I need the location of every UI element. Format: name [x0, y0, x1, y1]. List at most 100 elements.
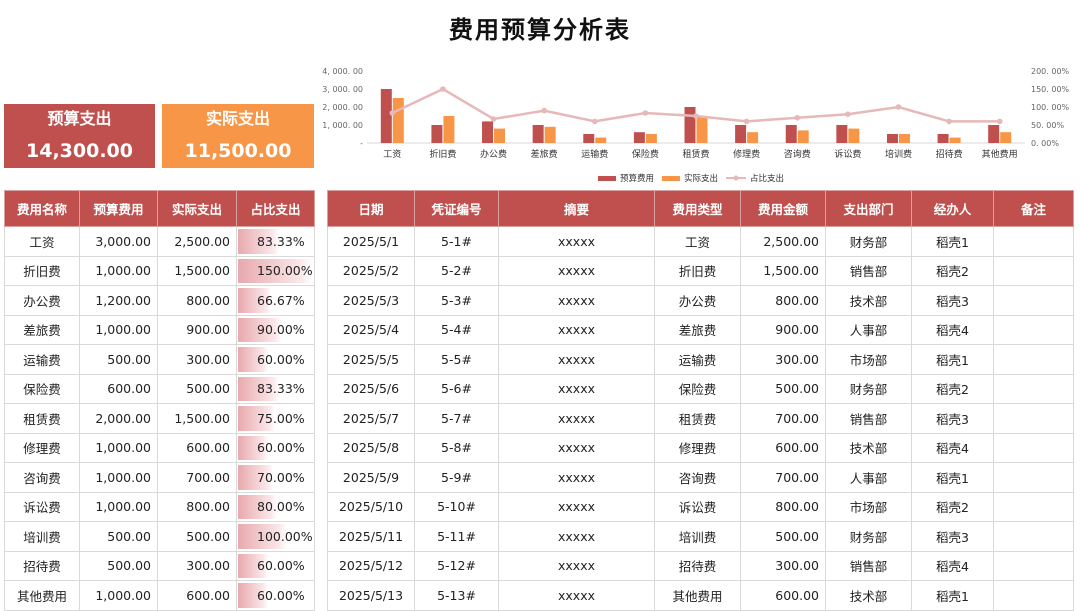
cell-date: 2025/5/11 — [327, 521, 415, 552]
cell-type: 办公费 — [654, 285, 741, 316]
y-right-tick-label: 50. 00% — [1031, 121, 1064, 130]
header-expense-name: 费用名称 — [4, 190, 80, 227]
bar-budget — [886, 134, 898, 143]
header-budget: 预算费用 — [79, 190, 158, 227]
ratio-text: 60.00% — [257, 587, 305, 603]
bar-actual — [544, 126, 556, 143]
cell-note — [993, 285, 1074, 316]
table-row: 保险费 600.00 500.00 83.33% — [4, 373, 315, 404]
cell-type: 工资 — [654, 226, 741, 257]
cell-summary: xxxxx — [498, 491, 655, 522]
y-right-tick-label: 200. 00% — [1031, 67, 1070, 76]
cell-summary: xxxxx — [498, 373, 655, 404]
cell-ratio: 83.33% — [236, 226, 315, 257]
cell-handler: 稻壳1 — [911, 462, 994, 493]
ratio-point — [490, 116, 497, 122]
bar-actual — [443, 116, 455, 143]
cell-type: 保险费 — [654, 373, 741, 404]
cell-budget: 600.00 — [79, 373, 158, 404]
cell-budget: 1,000.00 — [79, 432, 158, 463]
cell-type: 差旅费 — [654, 314, 741, 345]
ratio-point — [541, 107, 547, 114]
cell-ratio: 60.00% — [236, 550, 315, 581]
expense-detail-table: 日期 凭证编号 摘要 费用类型 费用金额 支出部门 经办人 备注 2025/5/1 5-1# xx… — [327, 190, 1074, 611]
cell-voucher: 5-1# — [414, 226, 499, 257]
ratio-point — [794, 115, 801, 121]
x-tick-label: 租赁费 — [682, 148, 709, 160]
bar-budget — [431, 125, 443, 143]
bar-actual — [595, 137, 607, 143]
cell-expense-name: 其他费用 — [4, 580, 80, 611]
ratio-databar — [238, 494, 278, 519]
x-tick-label: 咨询费 — [784, 148, 811, 160]
cell-summary: xxxxx — [498, 462, 655, 493]
cell-summary: xxxxx — [498, 344, 655, 375]
cell-actual: 1,500.00 — [157, 255, 237, 286]
budget-total-label: 预算支出 — [47, 109, 112, 128]
cell-dept: 市场部 — [825, 491, 912, 522]
x-tick-label: 修理费 — [733, 148, 760, 160]
bar-budget — [380, 89, 392, 143]
cell-summary: xxxxx — [498, 226, 655, 257]
cell-dept: 销售部 — [825, 550, 912, 581]
cell-type: 折旧费 — [654, 255, 741, 286]
table-row: 差旅费 1,000.00 900.00 90.00% — [4, 314, 315, 345]
ratio-point — [389, 110, 396, 116]
cell-type: 诉讼费 — [654, 491, 741, 522]
cell-actual: 700.00 — [157, 462, 237, 493]
cell-expense-name: 招待费 — [4, 550, 80, 581]
ratio-databar — [238, 465, 273, 490]
table-row: 2025/5/7 5-7# xxxxx 租赁费 700.00 销售部 稻壳3 — [327, 403, 1074, 434]
cell-note — [993, 462, 1074, 493]
bar-budget — [633, 132, 645, 143]
cell-amount: 2,500.00 — [740, 226, 826, 257]
cell-date: 2025/5/7 — [327, 403, 415, 434]
table-row: 2025/5/1 5-1# xxxxx 工资 2,500.00 财务部 稻壳1 — [327, 226, 1074, 257]
cell-budget: 1,000.00 — [79, 462, 158, 493]
cell-expense-name: 差旅费 — [4, 314, 80, 345]
cell-dept: 销售部 — [825, 403, 912, 434]
cell-expense-name: 培训费 — [4, 521, 80, 552]
cell-date: 2025/5/13 — [327, 580, 415, 611]
cell-amount: 600.00 — [740, 432, 826, 463]
x-tick-label: 差旅费 — [531, 148, 558, 160]
cell-actual: 800.00 — [157, 491, 237, 522]
cell-date: 2025/5/4 — [327, 314, 415, 345]
cell-voucher: 5-2# — [414, 255, 499, 286]
table-row: 培训费 500.00 500.00 100.00% — [4, 521, 315, 552]
cell-dept: 财务部 — [825, 373, 912, 404]
bar-actual — [747, 132, 759, 143]
ratio-text: 75.00% — [257, 410, 305, 426]
cell-summary: xxxxx — [498, 285, 655, 316]
cell-voucher: 5-10# — [414, 491, 499, 522]
table-row: 修理费 1,000.00 600.00 60.00% — [4, 432, 315, 463]
cell-note — [993, 344, 1074, 375]
expense-summary-table: 费用名称 预算费用 实际支出 占比支出 工资 3,000.00 2,500.00 83.33… — [4, 190, 315, 611]
cell-handler: 稻壳3 — [911, 521, 994, 552]
bar-budget — [988, 125, 1000, 143]
cell-type: 咨询费 — [654, 462, 741, 493]
cell-actual: 600.00 — [157, 580, 237, 611]
y-left-tick-label: 1, 000. 00 — [322, 121, 363, 130]
x-tick-label: 培训费 — [885, 148, 912, 160]
cell-amount: 1,500.00 — [740, 255, 826, 286]
table-row: 2025/5/12 5-12# xxxxx 招待费 300.00 销售部 稻壳4 — [327, 550, 1074, 581]
ratio-text: 150.00% — [257, 263, 313, 279]
x-tick-label: 办公费 — [480, 148, 507, 160]
cell-note — [993, 432, 1074, 463]
header-voucher: 凭证编号 — [414, 190, 499, 227]
cell-actual: 500.00 — [157, 521, 237, 552]
cell-type: 培训费 — [654, 521, 741, 552]
cell-actual: 300.00 — [157, 344, 237, 375]
ratio-databar — [238, 406, 275, 431]
cell-actual: 900.00 — [157, 314, 237, 345]
cell-actual: 1,500.00 — [157, 403, 237, 434]
cell-ratio: 60.00% — [236, 432, 315, 463]
legend-budget-label: 预算费用 — [620, 173, 654, 184]
bar-actual — [392, 98, 404, 143]
x-tick-label: 运输费 — [581, 148, 608, 160]
cell-dept: 技术部 — [825, 580, 912, 611]
cell-handler: 稻壳1 — [911, 580, 994, 611]
cell-budget: 1,000.00 — [79, 314, 158, 345]
cell-handler: 稻壳1 — [911, 226, 994, 257]
